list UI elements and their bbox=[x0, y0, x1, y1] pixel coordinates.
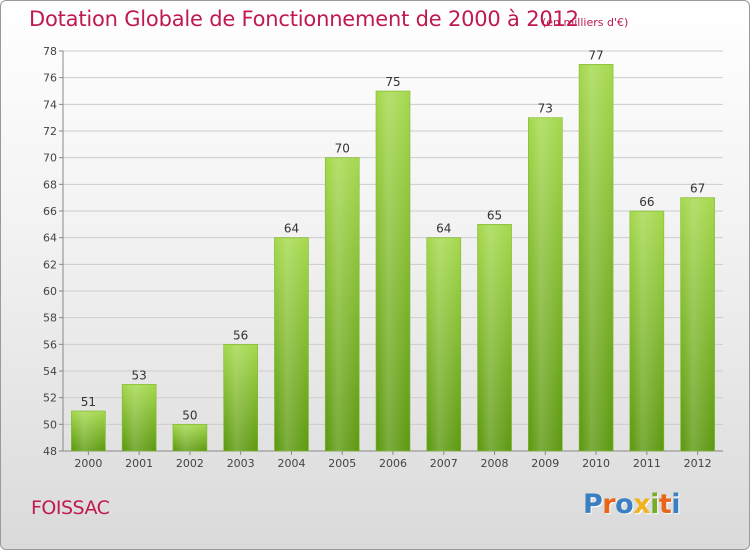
y-tick-label: 56 bbox=[43, 338, 57, 351]
bar-highlight bbox=[225, 345, 256, 451]
y-tick-label: 78 bbox=[43, 45, 57, 58]
chart-title: Dotation Globale de Fonctionnement de 20… bbox=[29, 7, 579, 31]
bar-highlight bbox=[124, 385, 155, 451]
y-tick-label: 50 bbox=[43, 418, 57, 431]
x-tick-label-2009: 2009 bbox=[531, 457, 559, 470]
x-tick-label-2000: 2000 bbox=[74, 457, 102, 470]
bar-highlight bbox=[327, 158, 358, 451]
y-tick-label: 60 bbox=[43, 285, 57, 298]
logo-letter: i bbox=[650, 489, 659, 520]
value-label-2002: 50 bbox=[182, 408, 197, 422]
value-label-2010: 77 bbox=[588, 48, 603, 62]
logo-letter: x bbox=[633, 489, 651, 520]
chart-unit: (en milliers d'€) bbox=[542, 16, 629, 29]
bar-highlight bbox=[378, 92, 408, 451]
y-tick-label: 76 bbox=[43, 72, 57, 85]
x-tick-label-2002: 2002 bbox=[176, 457, 204, 470]
logo-letter: P bbox=[583, 489, 603, 520]
bar-highlight bbox=[479, 225, 510, 451]
value-label-2001: 53 bbox=[132, 368, 147, 382]
bar-highlight bbox=[581, 65, 612, 451]
value-label-2009: 73 bbox=[538, 102, 553, 116]
y-tick-label: 48 bbox=[43, 445, 57, 458]
x-tick-label-2008: 2008 bbox=[481, 457, 509, 470]
y-tick-label: 72 bbox=[43, 125, 57, 138]
value-label-2011: 66 bbox=[639, 195, 654, 209]
bar-highlight bbox=[631, 212, 662, 451]
value-label-2006: 75 bbox=[385, 75, 400, 89]
bar-highlight bbox=[174, 425, 205, 451]
y-tick-label: 68 bbox=[43, 178, 57, 191]
value-label-2007: 64 bbox=[436, 222, 451, 236]
bar-highlight bbox=[73, 412, 104, 451]
x-tick-label-2005: 2005 bbox=[328, 457, 356, 470]
logo-letter: r bbox=[602, 489, 616, 520]
city-name: FOISSAC bbox=[31, 497, 110, 519]
logo-letter: i bbox=[671, 489, 681, 520]
y-tick-label: 62 bbox=[43, 258, 57, 271]
x-tick-label-2007: 2007 bbox=[430, 457, 458, 470]
value-label-2004: 64 bbox=[284, 222, 299, 236]
proxiti-logo: Proxiti bbox=[583, 489, 681, 520]
y-tick-label: 70 bbox=[43, 152, 57, 165]
bar-highlight bbox=[428, 238, 459, 451]
y-tick-label: 74 bbox=[43, 98, 57, 111]
x-tick-label-2001: 2001 bbox=[125, 457, 153, 470]
bar-highlight bbox=[276, 238, 307, 451]
x-tick-label-2012: 2012 bbox=[684, 457, 712, 470]
y-tick-label: 52 bbox=[43, 392, 57, 405]
x-tick-label-2006: 2006 bbox=[379, 457, 407, 470]
value-label-2003: 56 bbox=[233, 328, 248, 342]
y-tick-label: 66 bbox=[43, 205, 57, 218]
x-tick-label-2004: 2004 bbox=[277, 457, 305, 470]
value-label-2012: 67 bbox=[690, 182, 705, 196]
x-tick-label-2010: 2010 bbox=[582, 457, 610, 470]
logo-letter: t bbox=[658, 489, 672, 520]
bar-highlight bbox=[530, 118, 561, 452]
value-label-2008: 65 bbox=[487, 208, 502, 222]
bar-highlight bbox=[682, 198, 713, 451]
x-tick-label-2003: 2003 bbox=[227, 457, 255, 470]
y-tick-label: 54 bbox=[43, 365, 57, 378]
y-tick-label: 58 bbox=[43, 312, 57, 325]
value-label-2005: 70 bbox=[335, 142, 350, 156]
y-tick-label: 64 bbox=[43, 232, 57, 245]
logo-letter: o bbox=[615, 489, 634, 520]
x-tick-label-2011: 2011 bbox=[633, 457, 661, 470]
value-label-2000: 51 bbox=[81, 395, 96, 409]
